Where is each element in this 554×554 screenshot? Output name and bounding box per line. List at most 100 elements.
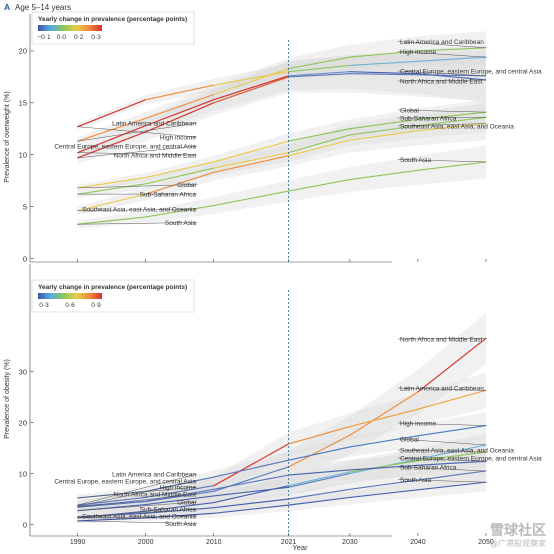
legend-tick-label: −0·1 (37, 34, 51, 41)
line-segment (288, 469, 351, 476)
line-segment (213, 152, 290, 169)
series-line-sub-saharan-africa (77, 470, 487, 518)
legend-tick-label: 0·3 (91, 34, 101, 41)
y-tick-label: 10 (19, 151, 27, 160)
line-segment (349, 460, 419, 473)
start-label-leader (77, 515, 198, 519)
line-segment (213, 76, 290, 104)
series-line-global (77, 111, 487, 189)
y-tick-label: 20 (19, 47, 27, 56)
line-segment (288, 496, 351, 506)
start-label-leader (77, 126, 198, 138)
line-segment (349, 464, 419, 471)
x-tick-label: 2050 (478, 539, 494, 546)
uncertainty-band-global (77, 432, 486, 514)
start-label-leader (77, 501, 198, 511)
line-segment (213, 67, 290, 96)
line-segment (145, 512, 215, 519)
end-label-leader (397, 51, 486, 58)
start-label-north-africa-and-middle-east: North Africa and Middle East (114, 492, 197, 499)
line-segment (145, 99, 215, 127)
line-segment (77, 193, 147, 212)
start-label-leader (77, 493, 198, 508)
end-label-leader (397, 457, 486, 462)
end-label-global: Global (400, 108, 419, 115)
start-label-leader (77, 145, 198, 159)
uncertainty-band-south-asia (77, 145, 486, 229)
start-label-central-europe-eastern-europe-and-central-asia: Central Europe, eastern Europe, and cent… (54, 479, 196, 486)
y-axis-title: Prevalence of obesity (%) (4, 359, 11, 439)
end-label-leader (397, 387, 486, 391)
end-label-global: Global (400, 437, 419, 444)
line-segment (417, 337, 487, 393)
uncertainty-band-central-europe-eastern-europe-and-central-asia (77, 448, 486, 510)
end-label-north-africa-and-middle-east: North Africa and Middle East (400, 79, 483, 86)
series-line-southeast-asia-east-asia-and-oceania (77, 122, 487, 212)
series-line-south-asia (77, 481, 487, 522)
series-line-sub-saharan-africa (77, 116, 487, 195)
series-line-high-income (77, 56, 487, 128)
line-segment (288, 434, 351, 468)
series-line-south-asia (77, 161, 487, 225)
watermark-main: 雪球社区 (490, 522, 546, 539)
y-tick-label: 0 (23, 254, 27, 263)
line-segment (288, 472, 351, 488)
end-label-north-africa-and-middle-east: North Africa and Middle East (400, 337, 483, 344)
uncertainty-band-global (77, 99, 486, 191)
x-tick-label: 2010 (206, 539, 222, 546)
end-label-leader (397, 422, 486, 426)
uncertainty-band-central-europe-eastern-europe-and-central-asia (77, 50, 486, 164)
line-segment (349, 73, 419, 76)
legend-tick-label: 0·9 (91, 302, 101, 309)
end-label-south-asia: South Asia (400, 157, 431, 164)
end-label-leader (397, 466, 486, 472)
end-label-latin-america-and-caribbean: Latin America and Caribbean (400, 39, 484, 46)
x-tick-label: 2021 (281, 539, 297, 546)
start-label-global: Global (177, 182, 196, 189)
start-label-leader (77, 486, 198, 499)
line-segment (213, 498, 290, 509)
end-label-leader (397, 438, 486, 446)
line-segment (213, 155, 290, 173)
line-segment (77, 131, 147, 159)
start-label-leader (77, 222, 198, 225)
line-segment (213, 504, 290, 514)
watermark-sub: @广港股观察家 (490, 538, 546, 548)
end-label-sub-saharan-africa: Sub-Saharan Africa (400, 465, 457, 472)
end-label-south-asia: South Asia (400, 477, 431, 484)
y-axis-title: Prevalence of overweight (%) (4, 91, 11, 182)
legend-tick-label: 0·6 (65, 302, 75, 309)
start-label-leader (77, 480, 198, 507)
line-segment (213, 485, 290, 504)
end-label-leader (397, 479, 486, 483)
end-label-leader (397, 123, 486, 127)
line-segment (349, 479, 419, 490)
end-label-central-europe-eastern-europe-and-central-asia: Central Europe, eastern Europe, and cent… (400, 456, 542, 463)
line-segment (145, 84, 215, 101)
line-segment (349, 125, 419, 136)
legend-title: Yearly change in prevalence (percentage … (38, 16, 187, 23)
line-segment (145, 167, 215, 185)
legend-colorbar (38, 293, 102, 299)
end-label-leader (397, 159, 486, 163)
uncertainty-bands (77, 31, 486, 229)
line-segment (145, 171, 215, 195)
end-label-high-income: High income (400, 421, 437, 428)
start-label-high-income: High income (160, 135, 197, 142)
start-label-south-asia: South Asia (165, 521, 196, 528)
start-label-latin-america-and-caribbean: Latin America and Caribbean (112, 121, 196, 128)
uncertainty-band-high-income (77, 412, 486, 502)
uncertainty-band-high-income (77, 44, 486, 130)
series-line-latin-america-and-caribbean (77, 389, 487, 506)
line-segment (145, 488, 215, 502)
line-segment (77, 216, 147, 225)
line-segment (77, 500, 147, 508)
line-segment (77, 183, 147, 195)
line-segment (288, 56, 351, 70)
line-segment (349, 130, 419, 141)
end-label-leader (397, 79, 486, 82)
legend: Yearly change in prevalence (percentage … (31, 279, 195, 313)
line-segment (145, 476, 215, 492)
end-label-leader (397, 70, 486, 77)
